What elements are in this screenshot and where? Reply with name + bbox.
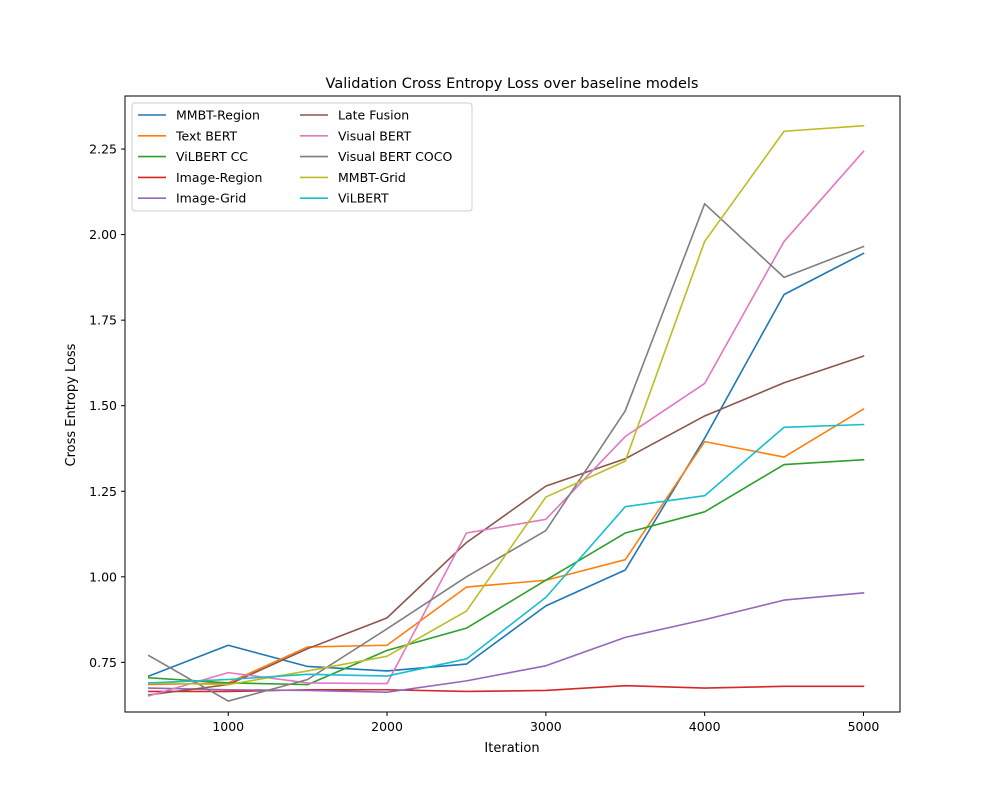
- x-axis-label: Iteration: [484, 741, 539, 756]
- x-tick-label: 5000: [848, 719, 880, 734]
- chart-title: Validation Cross Entropy Loss over basel…: [326, 76, 699, 92]
- series-line-vilbert: [147, 423, 865, 684]
- legend-label: Image-Region: [176, 170, 262, 185]
- y-tick-label: 2.00: [89, 227, 117, 242]
- series-line-mmbt-region: [147, 252, 865, 678]
- legend-label: Text BERT: [175, 128, 238, 143]
- x-tick-label: 3000: [530, 719, 562, 734]
- series-line-mmbt-grid: [148, 124, 865, 686]
- y-axis-label: Cross Entropy Loss: [64, 343, 79, 466]
- legend-label: Visual BERT: [338, 128, 412, 143]
- legend-label: ViLBERT CC: [176, 149, 248, 164]
- series-line-text-bert: [148, 408, 865, 686]
- legend-label: ViLBERT: [338, 191, 389, 206]
- y-tick-label: 2.25: [89, 142, 117, 157]
- y-tick-label: 1.00: [89, 569, 117, 584]
- legend-label: Image-Grid: [176, 191, 246, 206]
- x-tick-label: 4000: [689, 719, 721, 734]
- legend-label: MMBT-Region: [176, 108, 260, 123]
- legend-label: Visual BERT COCO: [338, 149, 452, 164]
- series-line-late-fusion: [147, 355, 865, 696]
- y-tick-label: 1.50: [89, 398, 117, 413]
- y-tick-label: 1.75: [89, 313, 117, 328]
- series-line-vilbert-cc: [147, 458, 865, 686]
- axes-frame: [124, 95, 901, 713]
- y-tick-label: 0.75: [89, 655, 117, 670]
- legend-label: MMBT-Grid: [338, 170, 406, 185]
- x-tick-label: 1000: [212, 719, 244, 734]
- y-tick-label: 1.25: [89, 484, 117, 499]
- legend-label: Late Fusion: [338, 108, 409, 123]
- x-tick-label: 2000: [371, 719, 403, 734]
- plot-area: 1000 2000 3000 4000 5000 0.75 1.00 1.25 1.50 1.75…: [89, 95, 901, 734]
- legend: MMBT-Region Text BERT ViLBERT CC Image-Regi…: [131, 102, 473, 212]
